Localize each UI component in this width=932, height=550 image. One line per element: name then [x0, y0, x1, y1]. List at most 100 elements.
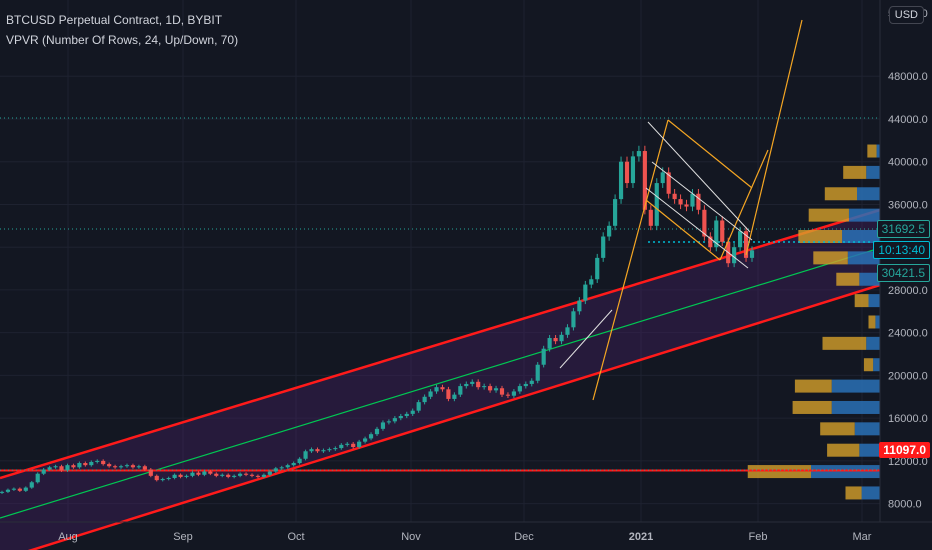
candle-body — [29, 482, 34, 488]
candle-body — [333, 448, 338, 450]
vp-bar-down — [813, 251, 848, 265]
candle-body — [77, 463, 82, 468]
candle-body — [714, 220, 719, 248]
vp-bar-up — [847, 251, 880, 265]
candle-body — [511, 391, 516, 396]
candle-body — [654, 183, 659, 226]
pattern-line — [647, 121, 751, 233]
vp-bar-up — [831, 400, 880, 414]
vp-bar-up — [848, 208, 880, 222]
candle-body — [0, 491, 5, 493]
candle-body — [624, 161, 630, 184]
y-tick-label: 48000.0 — [888, 71, 928, 83]
y-tick-label: 28000.0 — [888, 285, 928, 297]
candle-body — [547, 338, 552, 349]
channel-layer — [0, 208, 881, 550]
channel-fill — [0, 210, 880, 550]
fan-line — [592, 119, 669, 401]
candle-body — [196, 472, 201, 475]
channel-mid-line — [0, 247, 881, 519]
y-tick-label: 24000.0 — [888, 328, 928, 340]
vp-bar-down — [798, 230, 843, 244]
candle-body — [255, 475, 261, 477]
candle-body — [202, 471, 207, 475]
candle-body — [642, 151, 647, 210]
candle-body — [363, 438, 368, 442]
candle-body — [71, 465, 76, 468]
candle-body — [267, 471, 272, 475]
candle-body — [297, 458, 302, 464]
candle-body — [291, 463, 296, 466]
symbol-title[interactable]: BTCUSD Perpetual Contract, 1D, BYBIT — [6, 13, 223, 27]
candle-body — [273, 468, 278, 472]
candle-body — [696, 193, 701, 210]
candle-body — [315, 449, 320, 452]
candle-body — [154, 475, 159, 481]
candle-body — [565, 327, 570, 335]
candle-body — [440, 387, 445, 390]
vp-bar-down — [792, 400, 832, 414]
volume-profile — [747, 144, 880, 500]
candles — [0, 145, 755, 495]
candle-body — [249, 474, 255, 476]
indicator-title[interactable]: VPVR (Number Of Rows, 24, Up/Down, 70) — [6, 33, 239, 47]
candle-body — [410, 410, 415, 414]
price-tag-resistance: 31692.5 — [876, 220, 930, 238]
y-tick-label: 8000.0 — [888, 499, 922, 511]
candle-body — [89, 461, 94, 466]
candle-body — [416, 402, 421, 411]
drawings — [559, 19, 803, 401]
candle-body — [476, 381, 481, 388]
candle-body — [166, 477, 171, 480]
fan-line — [745, 19, 803, 256]
x-tick-label: 2021 — [629, 531, 653, 543]
candle-body — [386, 421, 391, 423]
candle-body — [208, 471, 213, 474]
vp-bar-up — [875, 315, 880, 329]
countdown-tag: 10:13:40 — [873, 241, 930, 259]
candle-body — [11, 488, 16, 490]
candle-body — [571, 311, 576, 328]
vp-bar-up — [831, 379, 880, 393]
candle-body — [303, 451, 308, 459]
vp-bar-up — [859, 443, 880, 457]
candle-body — [607, 225, 612, 237]
x-tick-label: Nov — [401, 531, 421, 543]
horizontal-lines — [0, 117, 880, 472]
candle-body — [148, 469, 153, 476]
candle-body — [398, 416, 403, 419]
candle-body — [630, 156, 636, 184]
candle-body — [178, 474, 183, 477]
grid-layer — [0, 0, 880, 522]
candle-body — [404, 413, 409, 417]
vp-bar-down — [845, 486, 862, 500]
candle-body — [368, 434, 374, 439]
candle-body — [279, 467, 284, 469]
candle-body — [738, 231, 743, 248]
candle-body — [446, 389, 451, 399]
candle-body — [666, 172, 671, 194]
candle-body — [339, 444, 344, 449]
y-tick-label: 12000.0 — [888, 456, 928, 468]
candle-body — [238, 473, 243, 476]
candle-body — [130, 465, 136, 468]
candle-body — [678, 199, 683, 205]
candle-body — [464, 383, 469, 387]
vp-bar-down — [854, 294, 869, 308]
vp-bar-up — [842, 230, 880, 244]
candle-body — [214, 473, 219, 476]
candle-body — [517, 386, 522, 392]
candle-body — [17, 488, 22, 491]
vp-bar-up — [811, 465, 880, 479]
candle-body — [601, 236, 606, 258]
vp-bar-down — [747, 465, 811, 479]
candle-body — [684, 204, 689, 207]
chart-legend: BTCUSD Perpetual Contract, 1D, BYBIT VPV… — [6, 10, 238, 50]
candle-body — [65, 465, 70, 471]
currency-button[interactable]: USD — [888, 6, 924, 24]
candle-body — [136, 466, 141, 468]
x-tick-label: Oct — [287, 531, 304, 543]
